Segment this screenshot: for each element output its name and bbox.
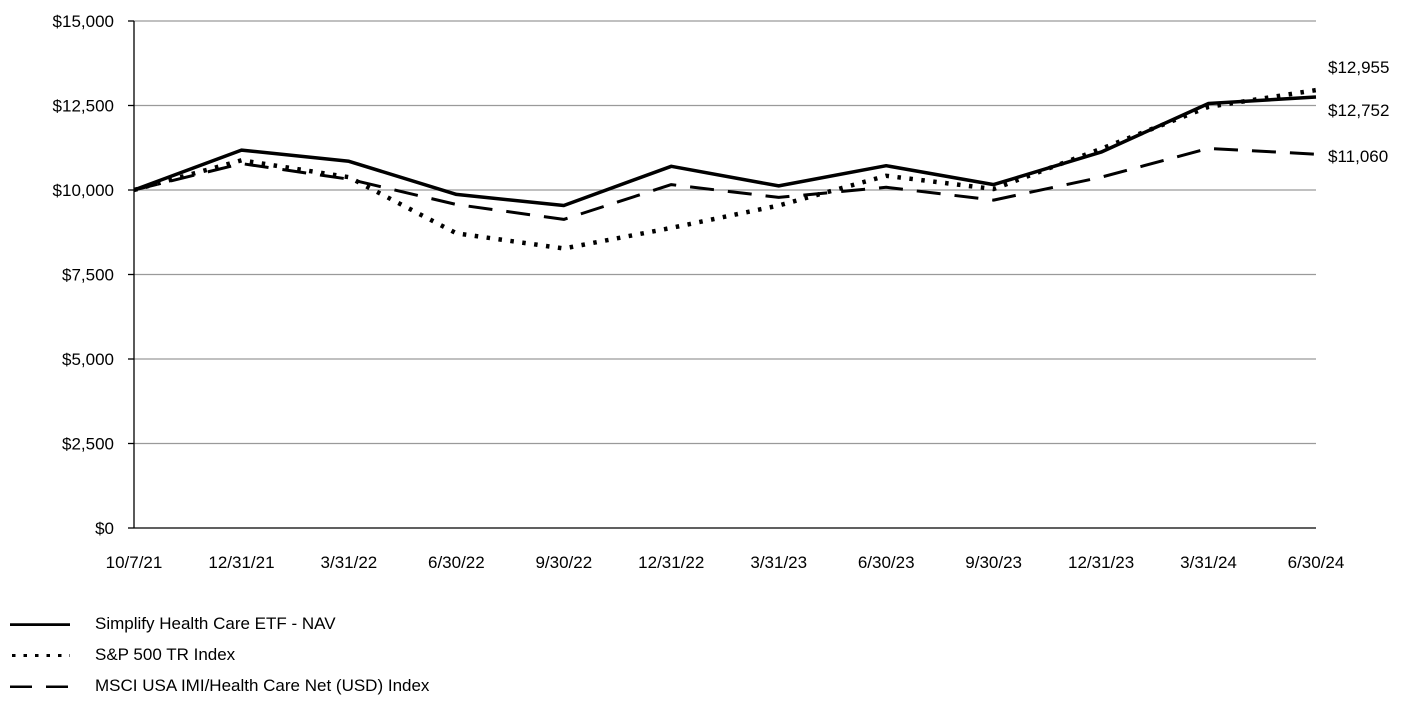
- legend: Simplify Health Care ETF - NAV S&P 500 T…: [10, 608, 429, 701]
- legend-swatch-dotted: [12, 653, 70, 657]
- y-tick-label: $10,000: [53, 181, 114, 200]
- legend-item-sp500: S&P 500 TR Index: [10, 639, 429, 670]
- x-tick-label: 12/31/21: [208, 553, 274, 572]
- legend-item-nav: Simplify Health Care ETF - NAV: [10, 608, 429, 639]
- x-tick-labels: 10/7/21 12/31/21 3/31/22 6/30/22 9/30/22 12/3…: [106, 553, 1345, 572]
- x-tick-label: 12/31/23: [1068, 553, 1134, 572]
- x-tick-label: 3/31/22: [321, 553, 378, 572]
- x-tick-label: 6/30/23: [858, 553, 915, 572]
- y-tick-label: $5,000: [62, 350, 114, 369]
- x-tick-label: 10/7/21: [106, 553, 163, 572]
- line-chart: $0 $2,500 $5,000 $7,500 $10,000 $12,500 $15,00…: [53, 12, 1390, 572]
- grid-lines: [134, 20, 1316, 445]
- series-lines: [133, 87, 1317, 251]
- y-tick-labels: $0 $2,500 $5,000 $7,500 $10,000 $12,500 $15,00…: [53, 12, 114, 538]
- x-tick-label: 6/30/24: [1288, 553, 1345, 572]
- legend-label-msci: MSCI USA IMI/Health Care Net (USD) Index: [95, 675, 430, 695]
- end-value-label: $11,060: [1328, 147, 1388, 166]
- series-line-solid: [133, 95, 1317, 208]
- legend-label-nav: Simplify Health Care ETF - NAV: [95, 613, 336, 633]
- x-tick-label: 6/30/22: [428, 553, 485, 572]
- y-tick-label: $7,500: [62, 266, 114, 285]
- axes: [128, 20, 1316, 529]
- legend-swatch-solid: [10, 622, 70, 626]
- legend-label-sp500: S&P 500 TR Index: [95, 644, 236, 664]
- x-tick-label: 9/30/23: [965, 553, 1022, 572]
- y-tick-label: $15,000: [53, 12, 114, 31]
- x-tick-label: 9/30/22: [535, 553, 592, 572]
- x-tick-label: 12/31/22: [638, 553, 704, 572]
- end-value-label: $12,752: [1328, 101, 1389, 120]
- end-value-labels: $12,752 $12,955 $11,060: [1328, 58, 1389, 166]
- y-tick-label: $12,500: [53, 97, 114, 116]
- y-tick-label: $2,500: [62, 435, 114, 454]
- legend-swatch-dashed: [10, 685, 70, 688]
- x-tick-label: 3/31/23: [750, 553, 807, 572]
- x-tick-label: 3/31/24: [1180, 553, 1237, 572]
- series-line-dashed: [133, 146, 1317, 221]
- legend-item-msci: MSCI USA IMI/Health Care Net (USD) Index: [10, 670, 429, 701]
- y-tick-label: $0: [95, 519, 114, 538]
- series-line-dotted: [133, 87, 1317, 251]
- end-value-label: $12,955: [1328, 58, 1389, 77]
